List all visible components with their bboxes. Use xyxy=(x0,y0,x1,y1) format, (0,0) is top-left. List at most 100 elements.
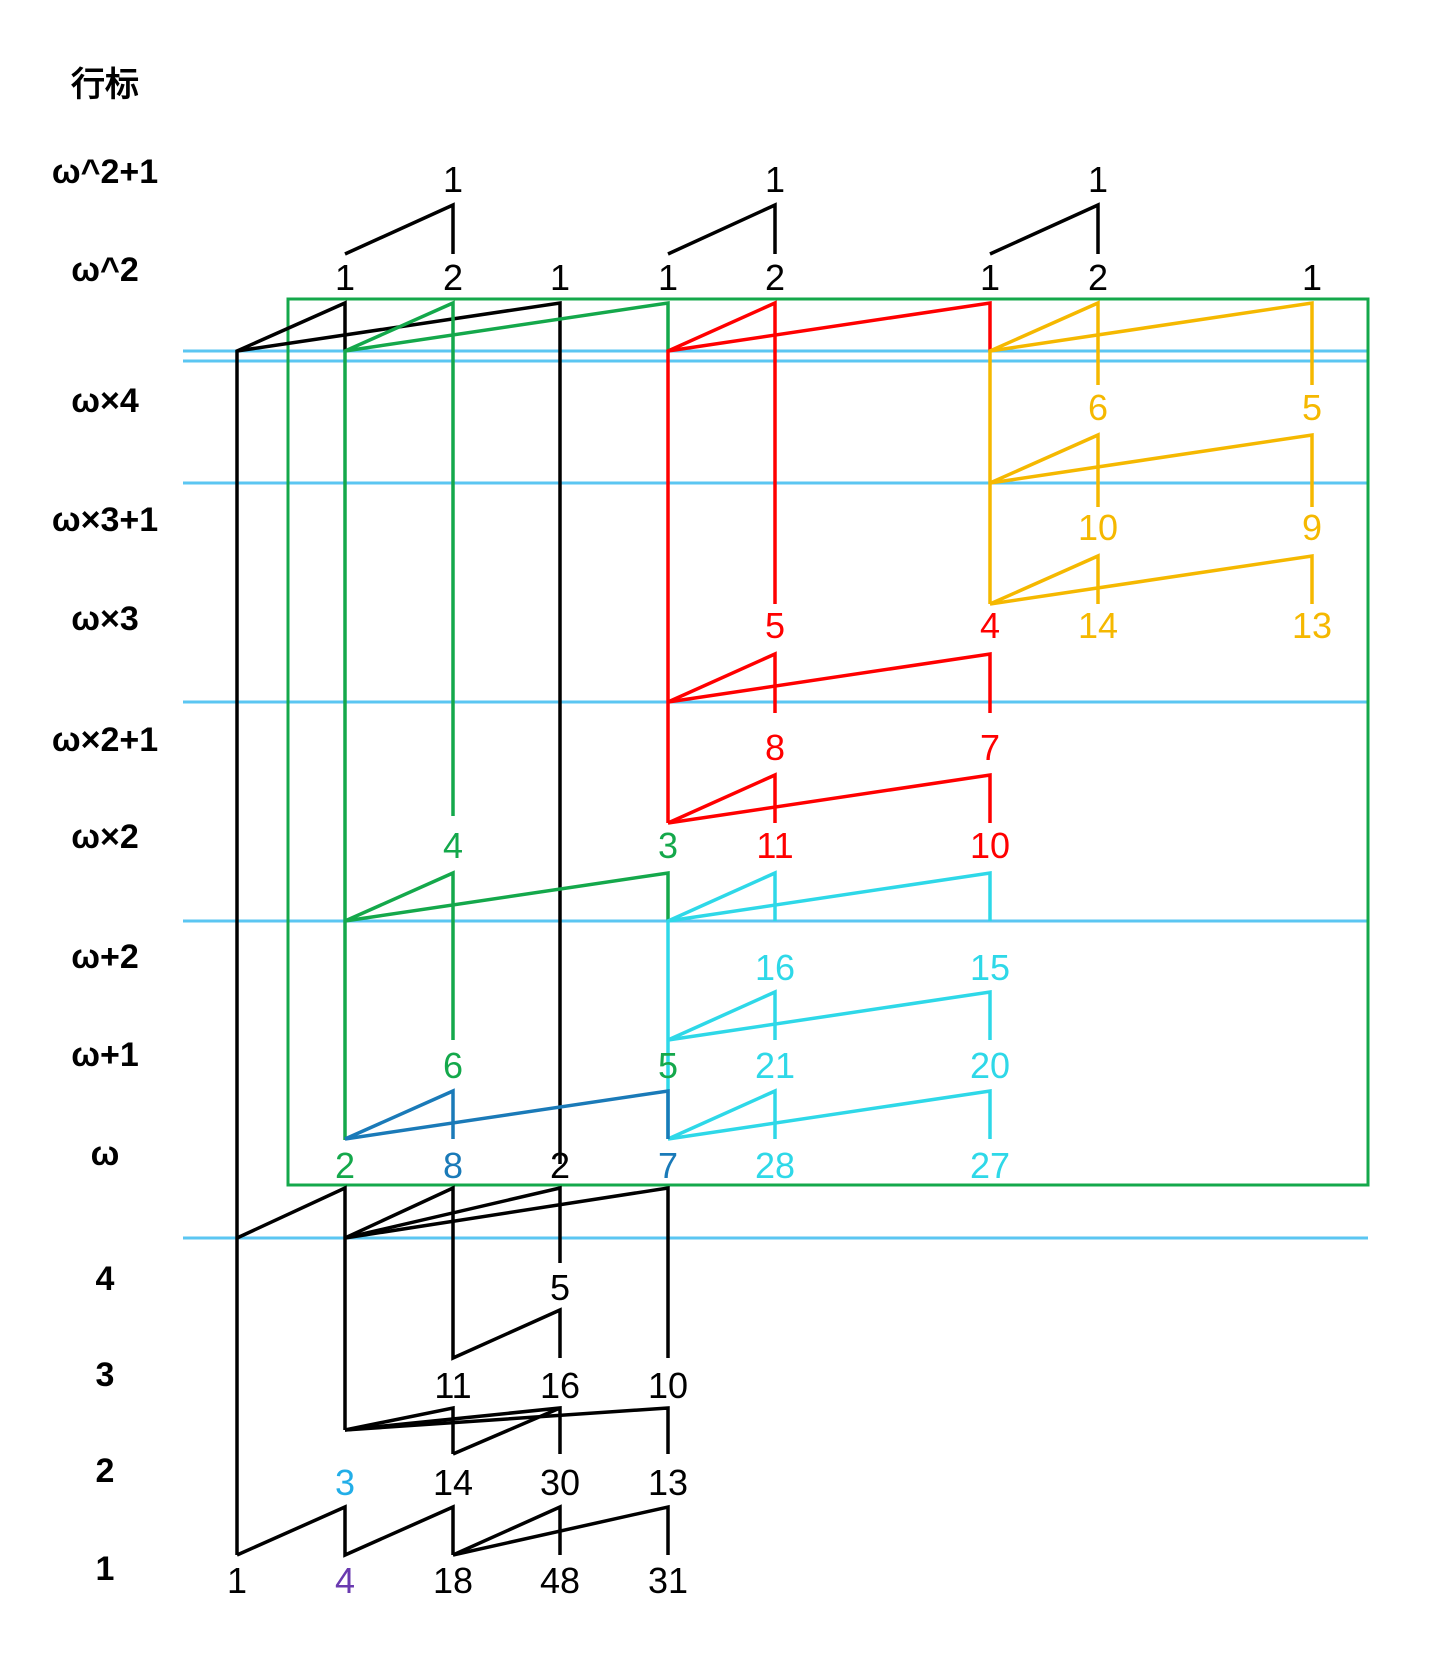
edge-yellow xyxy=(989,553,1314,606)
node-number: 48 xyxy=(540,1560,580,1601)
edge-black xyxy=(344,1406,670,1454)
node-number: 14 xyxy=(433,1462,473,1503)
row-label: ω xyxy=(91,1135,120,1173)
node-number: 1 xyxy=(658,257,678,298)
node-number: 7 xyxy=(980,727,1000,768)
node-number: 8 xyxy=(443,1145,463,1186)
node-number: 4 xyxy=(335,1560,355,1601)
edge-green xyxy=(344,870,670,923)
node-number: 14 xyxy=(1078,605,1118,646)
edge-red xyxy=(666,300,777,823)
edge-cyan xyxy=(667,989,992,1042)
node-number: 2 xyxy=(550,1145,570,1186)
edge-red xyxy=(667,651,777,713)
node-number: 30 xyxy=(540,1462,580,1503)
edge-black xyxy=(235,300,347,1555)
row-label: ω+1 xyxy=(71,1036,139,1074)
node-number: 16 xyxy=(755,947,795,988)
edge-black xyxy=(667,202,777,256)
row-label: ω×2 xyxy=(71,818,139,856)
node-number: 6 xyxy=(1088,387,1108,428)
edge-yellow xyxy=(989,300,1314,385)
row-label: ω^2 xyxy=(71,251,139,289)
edge-black xyxy=(989,202,1100,256)
node-number: 1 xyxy=(980,257,1000,298)
node-number: 10 xyxy=(648,1365,688,1406)
edge-green xyxy=(344,870,455,1040)
row-label: ω×3 xyxy=(71,600,139,638)
edge-red xyxy=(667,772,992,825)
node-number: 11 xyxy=(756,825,793,866)
row-index-header: 行标 xyxy=(71,66,139,104)
edge-cyan xyxy=(667,870,992,923)
highlight-frame xyxy=(286,297,1370,1187)
node-number: 18 xyxy=(433,1560,473,1601)
edge-black xyxy=(452,1504,670,1557)
edges xyxy=(235,202,1314,1558)
node-number: 3 xyxy=(335,1462,355,1503)
node-number: 1 xyxy=(1302,257,1322,298)
node-number: 16 xyxy=(540,1365,580,1406)
edge-green xyxy=(344,300,670,353)
row-label: 2 xyxy=(96,1452,115,1490)
row-label: ω×2+1 xyxy=(52,721,158,759)
node-number: 2 xyxy=(1088,257,1108,298)
edge-green xyxy=(343,300,455,1140)
edge-black xyxy=(236,1504,455,1558)
node-number: 5 xyxy=(765,605,785,646)
node-number: 13 xyxy=(648,1462,688,1503)
row-label: 3 xyxy=(96,1356,115,1394)
node-number: 5 xyxy=(1302,387,1322,428)
edge-black xyxy=(236,300,562,1164)
node-number: 1 xyxy=(443,159,463,200)
node-number: 5 xyxy=(658,1045,678,1086)
node-number: 8 xyxy=(765,727,785,768)
row-label: ω^2+1 xyxy=(52,153,158,191)
edge-yellow xyxy=(989,432,1100,507)
node-number: 1 xyxy=(335,257,355,298)
node-number: 1 xyxy=(550,257,570,298)
edge-yellow xyxy=(989,432,1314,507)
node-number: 9 xyxy=(1302,507,1322,548)
edge-red xyxy=(667,651,992,713)
node-number: 28 xyxy=(755,1145,795,1186)
edge-cyan xyxy=(666,870,777,1139)
row-label: ω+2 xyxy=(71,938,139,976)
node-number: 4 xyxy=(980,605,1000,646)
node-number: 15 xyxy=(970,947,1010,988)
edge-black xyxy=(344,1185,562,1361)
edge-black xyxy=(236,1185,347,1430)
edge-black xyxy=(344,1185,562,1263)
node-number: 20 xyxy=(970,1045,1010,1086)
row-labels: ω^2+1 ω^2 ω×4 ω×3+1 ω×3 ω×2+1 ω×2 ω+2 ω+1 ω 4 3 2 1 xyxy=(52,153,158,1588)
node-number: 31 xyxy=(648,1560,688,1601)
edge-blue xyxy=(344,1088,670,1141)
node-number: 6 xyxy=(443,1045,463,1086)
node-number: 21 xyxy=(755,1045,795,1086)
edge-black xyxy=(452,1504,562,1557)
node-number: 10 xyxy=(1078,507,1118,548)
node-number: 5 xyxy=(550,1267,570,1308)
node-number: 1 xyxy=(1088,159,1108,200)
edge-red xyxy=(667,300,992,353)
node-number: 2 xyxy=(765,257,785,298)
node-number: 1 xyxy=(227,1560,247,1601)
row-label: 1 xyxy=(96,1550,115,1588)
row-label: 4 xyxy=(96,1260,115,1298)
node-number: 11 xyxy=(434,1365,471,1406)
node-number: 1 xyxy=(765,159,785,200)
node-number: 2 xyxy=(335,1145,355,1186)
edge-cyan xyxy=(667,1088,992,1141)
node-number: 4 xyxy=(443,825,463,866)
node-number: 13 xyxy=(1292,605,1332,646)
node-number: 2 xyxy=(443,257,463,298)
row-label: ω×3+1 xyxy=(52,501,158,539)
edge-black xyxy=(344,1185,670,1358)
node-number: 7 xyxy=(658,1145,678,1186)
row-label: ω×4 xyxy=(71,382,139,420)
node-number: 27 xyxy=(970,1145,1010,1186)
edge-black xyxy=(344,1405,455,1454)
node-number: 10 xyxy=(970,825,1010,866)
